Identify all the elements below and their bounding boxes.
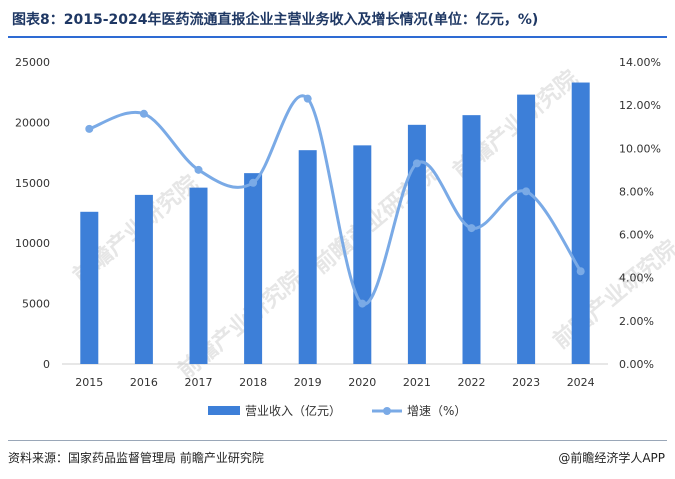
growth-line-series <box>85 94 585 308</box>
growth-point <box>358 299 367 308</box>
right-axis-tick-label: 8.00% <box>619 185 654 198</box>
legend-line-marker <box>383 407 391 415</box>
growth-point <box>412 159 421 168</box>
right-axis-tick-label: 6.00% <box>619 229 654 242</box>
growth-point <box>467 224 476 233</box>
bar-series <box>80 82 590 364</box>
x-axis-tick-label: 2017 <box>185 376 213 389</box>
growth-point <box>249 178 258 187</box>
revenue-bar <box>80 211 99 364</box>
x-axis-tick-label: 2023 <box>512 376 540 389</box>
legend-line-label: 增速（%） <box>407 404 466 418</box>
x-axis-tick-label: 2016 <box>130 376 158 389</box>
legend-bar-swatch <box>208 406 240 415</box>
watermark-text: 前瞻产业研究院 <box>548 235 675 354</box>
x-axis-tick-label: 2020 <box>348 376 376 389</box>
footer-divider <box>8 440 667 441</box>
right-axis-tick-label: 0.00% <box>619 358 654 371</box>
left-axis-tick-label: 0 <box>43 358 50 371</box>
x-axis-tick-label: 2021 <box>403 376 431 389</box>
growth-point <box>194 165 203 174</box>
revenue-bar <box>517 94 536 364</box>
x-axis-tick-label: 2024 <box>567 376 595 389</box>
revenue-bar <box>407 124 426 364</box>
chart-area: 前瞻产业研究院前瞻产业研究院前瞻产业研究院前瞻产业研究院前瞻产业研究院 0500… <box>0 40 675 435</box>
title-divider <box>8 36 667 38</box>
growth-point <box>139 109 148 118</box>
revenue-bar <box>571 82 590 364</box>
growth-point <box>522 187 531 196</box>
revenue-bar <box>298 150 317 364</box>
revenue-bar <box>189 187 208 364</box>
revenue-bar <box>244 173 263 364</box>
left-axis-tick-label: 15000 <box>15 177 50 190</box>
right-axis-tick-label: 4.00% <box>619 272 654 285</box>
revenue-bar <box>462 115 481 364</box>
chart-title: 图表8：2015-2024年医药流通直报企业主营业务收入及增长情况(单位：亿元，… <box>12 12 539 28</box>
x-axis: 2015 2016 2017 2018 2019 2020 2021 2022 2023 2024 <box>75 376 594 389</box>
left-axis-tick-label: 20000 <box>15 116 50 129</box>
x-axis-tick-label: 2015 <box>75 376 103 389</box>
left-axis: 0 5000 10000 15000 20000 25000 <box>15 56 50 371</box>
left-axis-tick-label: 5000 <box>22 298 50 311</box>
x-axis-tick-label: 2022 <box>458 376 486 389</box>
source-note: 资料来源：国家药品监督管理局 前瞻产业研究院 <box>8 451 264 465</box>
right-axis-tick-label: 14.00% <box>619 56 661 69</box>
right-axis-tick-label: 12.00% <box>619 99 661 112</box>
left-axis-tick-label: 25000 <box>15 56 50 69</box>
growth-point <box>303 94 312 103</box>
revenue-bar <box>353 145 372 364</box>
chart-svg: 前瞻产业研究院前瞻产业研究院前瞻产业研究院前瞻产业研究院前瞻产业研究院 0500… <box>15 56 675 418</box>
right-axis: 0.00% 2.00% 4.00% 6.00% 8.00% 10.00% 12.00% 14.… <box>619 56 661 371</box>
left-axis-tick-label: 10000 <box>15 237 50 250</box>
right-axis-tick-label: 2.00% <box>619 315 654 328</box>
growth-point <box>576 267 585 276</box>
x-axis-tick-label: 2019 <box>294 376 322 389</box>
x-axis-tick-label: 2018 <box>239 376 267 389</box>
growth-point <box>85 124 94 133</box>
growth-line <box>88 94 582 306</box>
brand-credit: @前瞻经济学人APP <box>558 451 665 465</box>
revenue-bar <box>134 194 153 364</box>
legend-bar-label: 营业收入（亿元） <box>245 403 341 418</box>
legend: 营业收入（亿元） 增速（%） <box>208 403 466 418</box>
right-axis-tick-label: 10.00% <box>619 142 661 155</box>
